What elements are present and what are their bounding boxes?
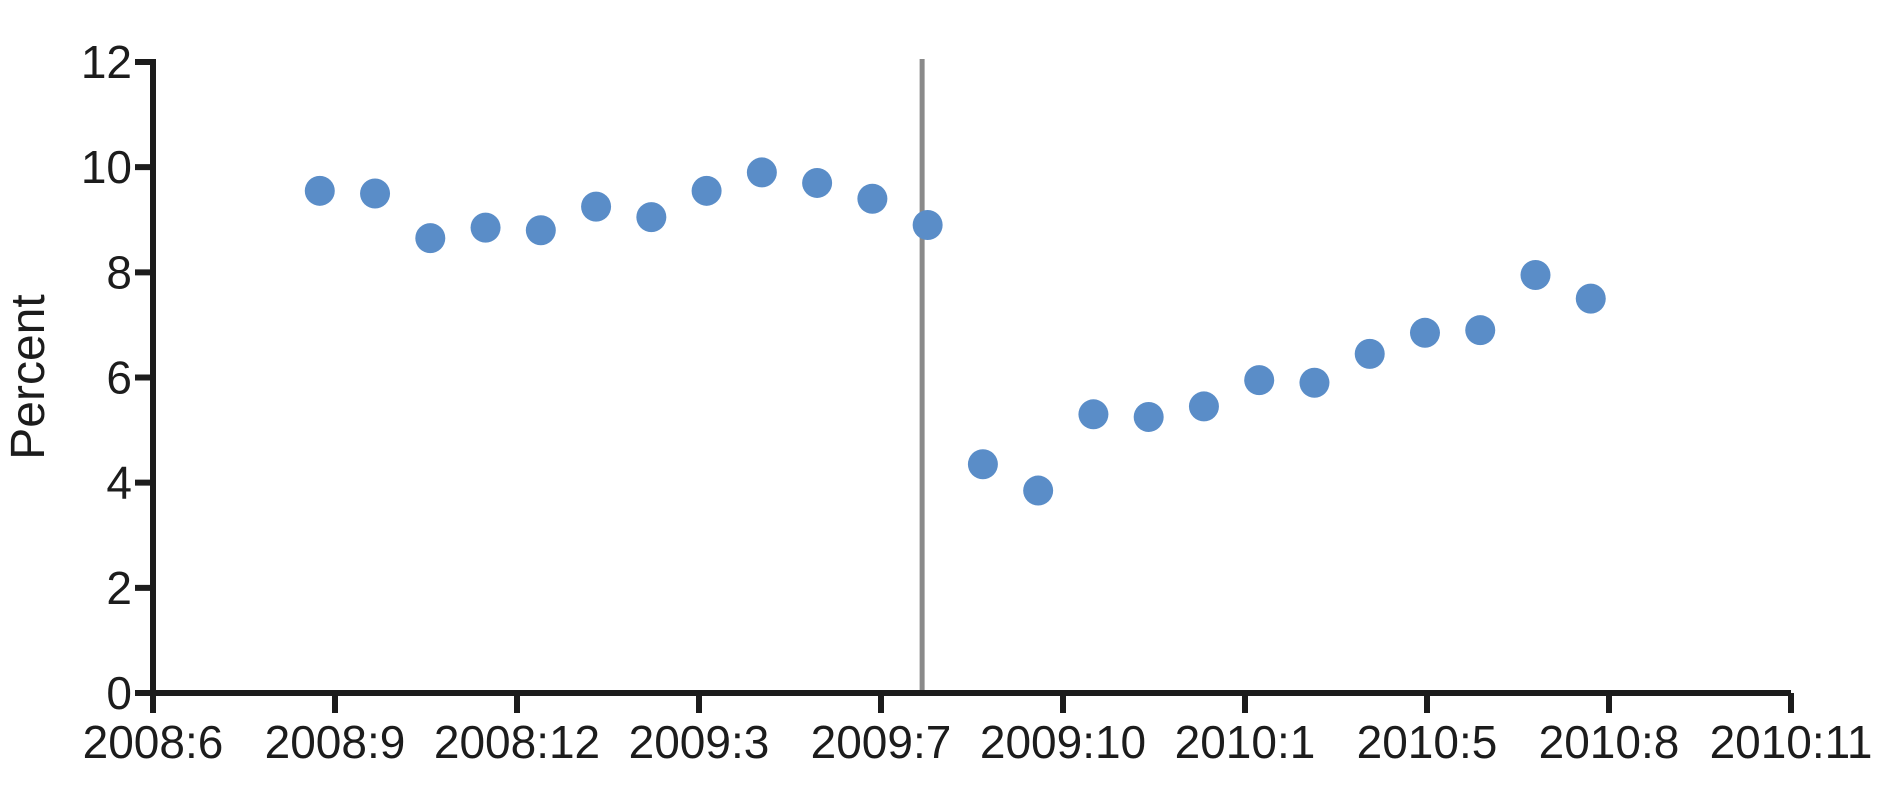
x-tick-label: 2010:5 (1357, 716, 1498, 768)
x-tick-label: 2009:3 (629, 716, 770, 768)
data-point (1575, 283, 1606, 314)
data-point (1244, 365, 1275, 396)
data-point (1354, 338, 1385, 369)
data-point (912, 210, 943, 241)
data-point (415, 223, 446, 254)
data-point (360, 178, 391, 209)
data-point (525, 215, 556, 246)
x-tick-label: 2008:12 (434, 716, 600, 768)
data-point (691, 175, 722, 206)
data-point (1133, 401, 1164, 432)
y-axis-title: Percent (2, 294, 55, 459)
data-point (1188, 391, 1219, 422)
x-tick-label: 2008:6 (83, 716, 224, 768)
data-point (1409, 317, 1440, 348)
data-point (470, 212, 501, 243)
data-point (746, 157, 777, 188)
x-tick-label: 2008:9 (265, 716, 406, 768)
y-tick-label: 10 (81, 141, 132, 193)
x-tick-label: 2010:11 (1710, 716, 1873, 768)
x-tick-label: 2010:8 (1539, 716, 1680, 768)
data-point (857, 183, 888, 214)
y-tick-label: 6 (106, 352, 132, 404)
x-tick-label: 2009:7 (811, 716, 952, 768)
data-point (802, 167, 833, 198)
y-tick-label: 12 (81, 36, 132, 88)
data-point (1520, 259, 1551, 290)
data-point (581, 191, 612, 222)
x-tick-label: 2009:10 (980, 716, 1146, 768)
y-tick-label: 8 (106, 246, 132, 298)
y-tick-label: 4 (106, 457, 132, 509)
data-point (636, 202, 667, 233)
data-point (1465, 315, 1496, 346)
data-point (1299, 367, 1330, 398)
data-point (967, 449, 998, 480)
data-point (1023, 475, 1054, 506)
y-tick-label: 0 (106, 667, 132, 719)
y-tick-label: 2 (106, 562, 132, 614)
data-point (304, 175, 335, 206)
data-point (1078, 399, 1109, 430)
x-tick-label: 2010:1 (1175, 716, 1316, 768)
